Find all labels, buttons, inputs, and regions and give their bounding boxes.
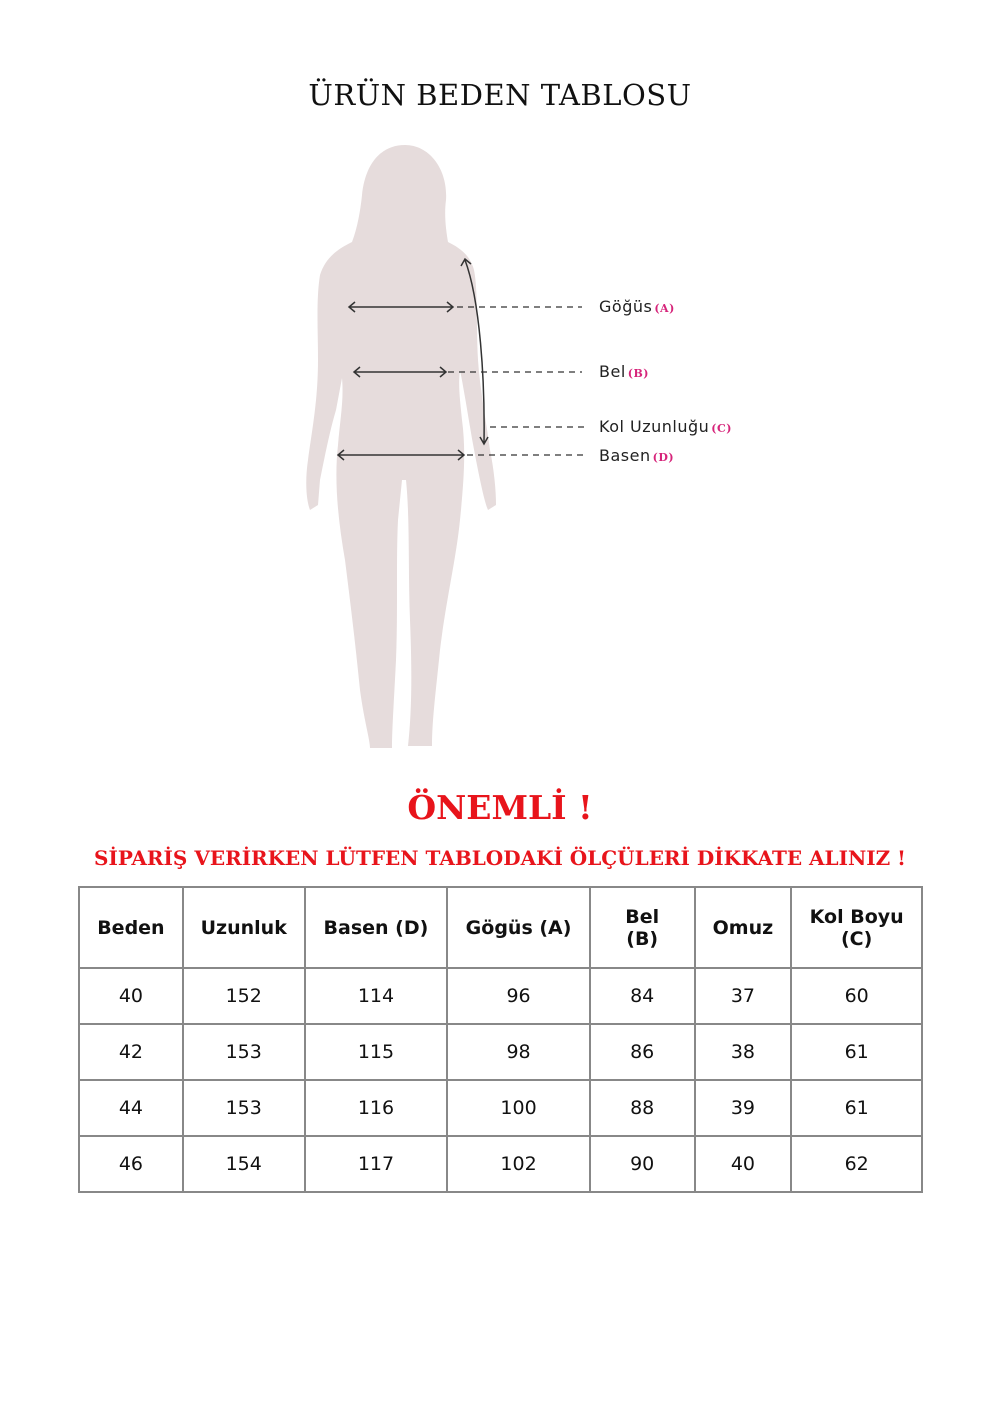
woman-silhouette: [306, 145, 496, 748]
table-row: 40 152 114 96 84 37 60: [78, 967, 923, 1025]
table-cell: 102: [446, 1135, 591, 1193]
table-cell: 86: [588, 1023, 696, 1081]
body-silhouette-diagram: [306, 145, 585, 748]
size-table: Beden Uzunluk Basen (D) Gögüs (A) Bel (B) Omu…: [78, 886, 923, 1193]
column-header: Gögüs (A): [446, 886, 591, 969]
table-cell: 84: [588, 967, 696, 1025]
table-cell: 114: [303, 967, 449, 1025]
label-gogus: Göğüs (A): [599, 297, 675, 316]
table-cell: 61: [790, 1079, 923, 1137]
table-cell: 39: [693, 1079, 793, 1137]
table-cell: 37: [693, 967, 793, 1025]
column-header: Kol Boyu (C): [790, 886, 923, 969]
table-cell: 61: [790, 1023, 923, 1081]
table-row: 46 154 117 102 90 40 62: [78, 1135, 923, 1193]
table-cell: 90: [588, 1135, 696, 1193]
table-cell: 100: [446, 1079, 591, 1137]
column-header: Beden: [78, 886, 184, 969]
table-cell: 154: [181, 1135, 306, 1193]
table-cell: 115: [303, 1023, 449, 1081]
table-cell: 38: [693, 1023, 793, 1081]
warning-text: SİPARİŞ VERİRKEN LÜTFEN TABLODAKİ ÖLÇÜLE…: [94, 846, 906, 870]
important-heading: ÖNEMLİ !: [407, 788, 593, 827]
label-bel: Bel (B): [599, 362, 649, 381]
table-cell: 42: [78, 1023, 184, 1081]
table-row: 44 153 116 100 88 39 61: [78, 1079, 923, 1137]
table-row: 42 153 115 98 86 38 61: [78, 1023, 923, 1081]
table-cell: 44: [78, 1079, 184, 1137]
table-cell: 40: [693, 1135, 793, 1193]
measurement-arrows: [336, 257, 489, 461]
table-cell: 153: [181, 1079, 306, 1137]
column-header: Omuz: [693, 886, 793, 969]
table-cell: 88: [588, 1079, 696, 1137]
page-title: ÜRÜN BEDEN TABLOSU: [308, 78, 692, 112]
column-header: Bel (B): [588, 886, 696, 969]
column-header: Uzunluk: [181, 886, 306, 969]
dashed-leader-lines: [448, 306, 585, 456]
table-cell: 117: [303, 1135, 449, 1193]
table-cell: 62: [790, 1135, 923, 1193]
table-cell: 116: [303, 1079, 449, 1137]
table-cell: 96: [446, 967, 591, 1025]
table-cell: 40: [78, 967, 184, 1025]
table-cell: 98: [446, 1023, 591, 1081]
table-cell: 60: [790, 967, 923, 1025]
table-cell: 153: [181, 1023, 306, 1081]
label-kol-uzunlugu: Kol Uzunluğu (C): [599, 417, 732, 436]
label-basen: Basen (D): [599, 446, 675, 465]
column-header: Basen (D): [303, 886, 449, 969]
table-cell: 152: [181, 967, 306, 1025]
table-header-row: Beden Uzunluk Basen (D) Gögüs (A) Bel (B) Omu…: [78, 886, 923, 969]
table-cell: 46: [78, 1135, 184, 1193]
